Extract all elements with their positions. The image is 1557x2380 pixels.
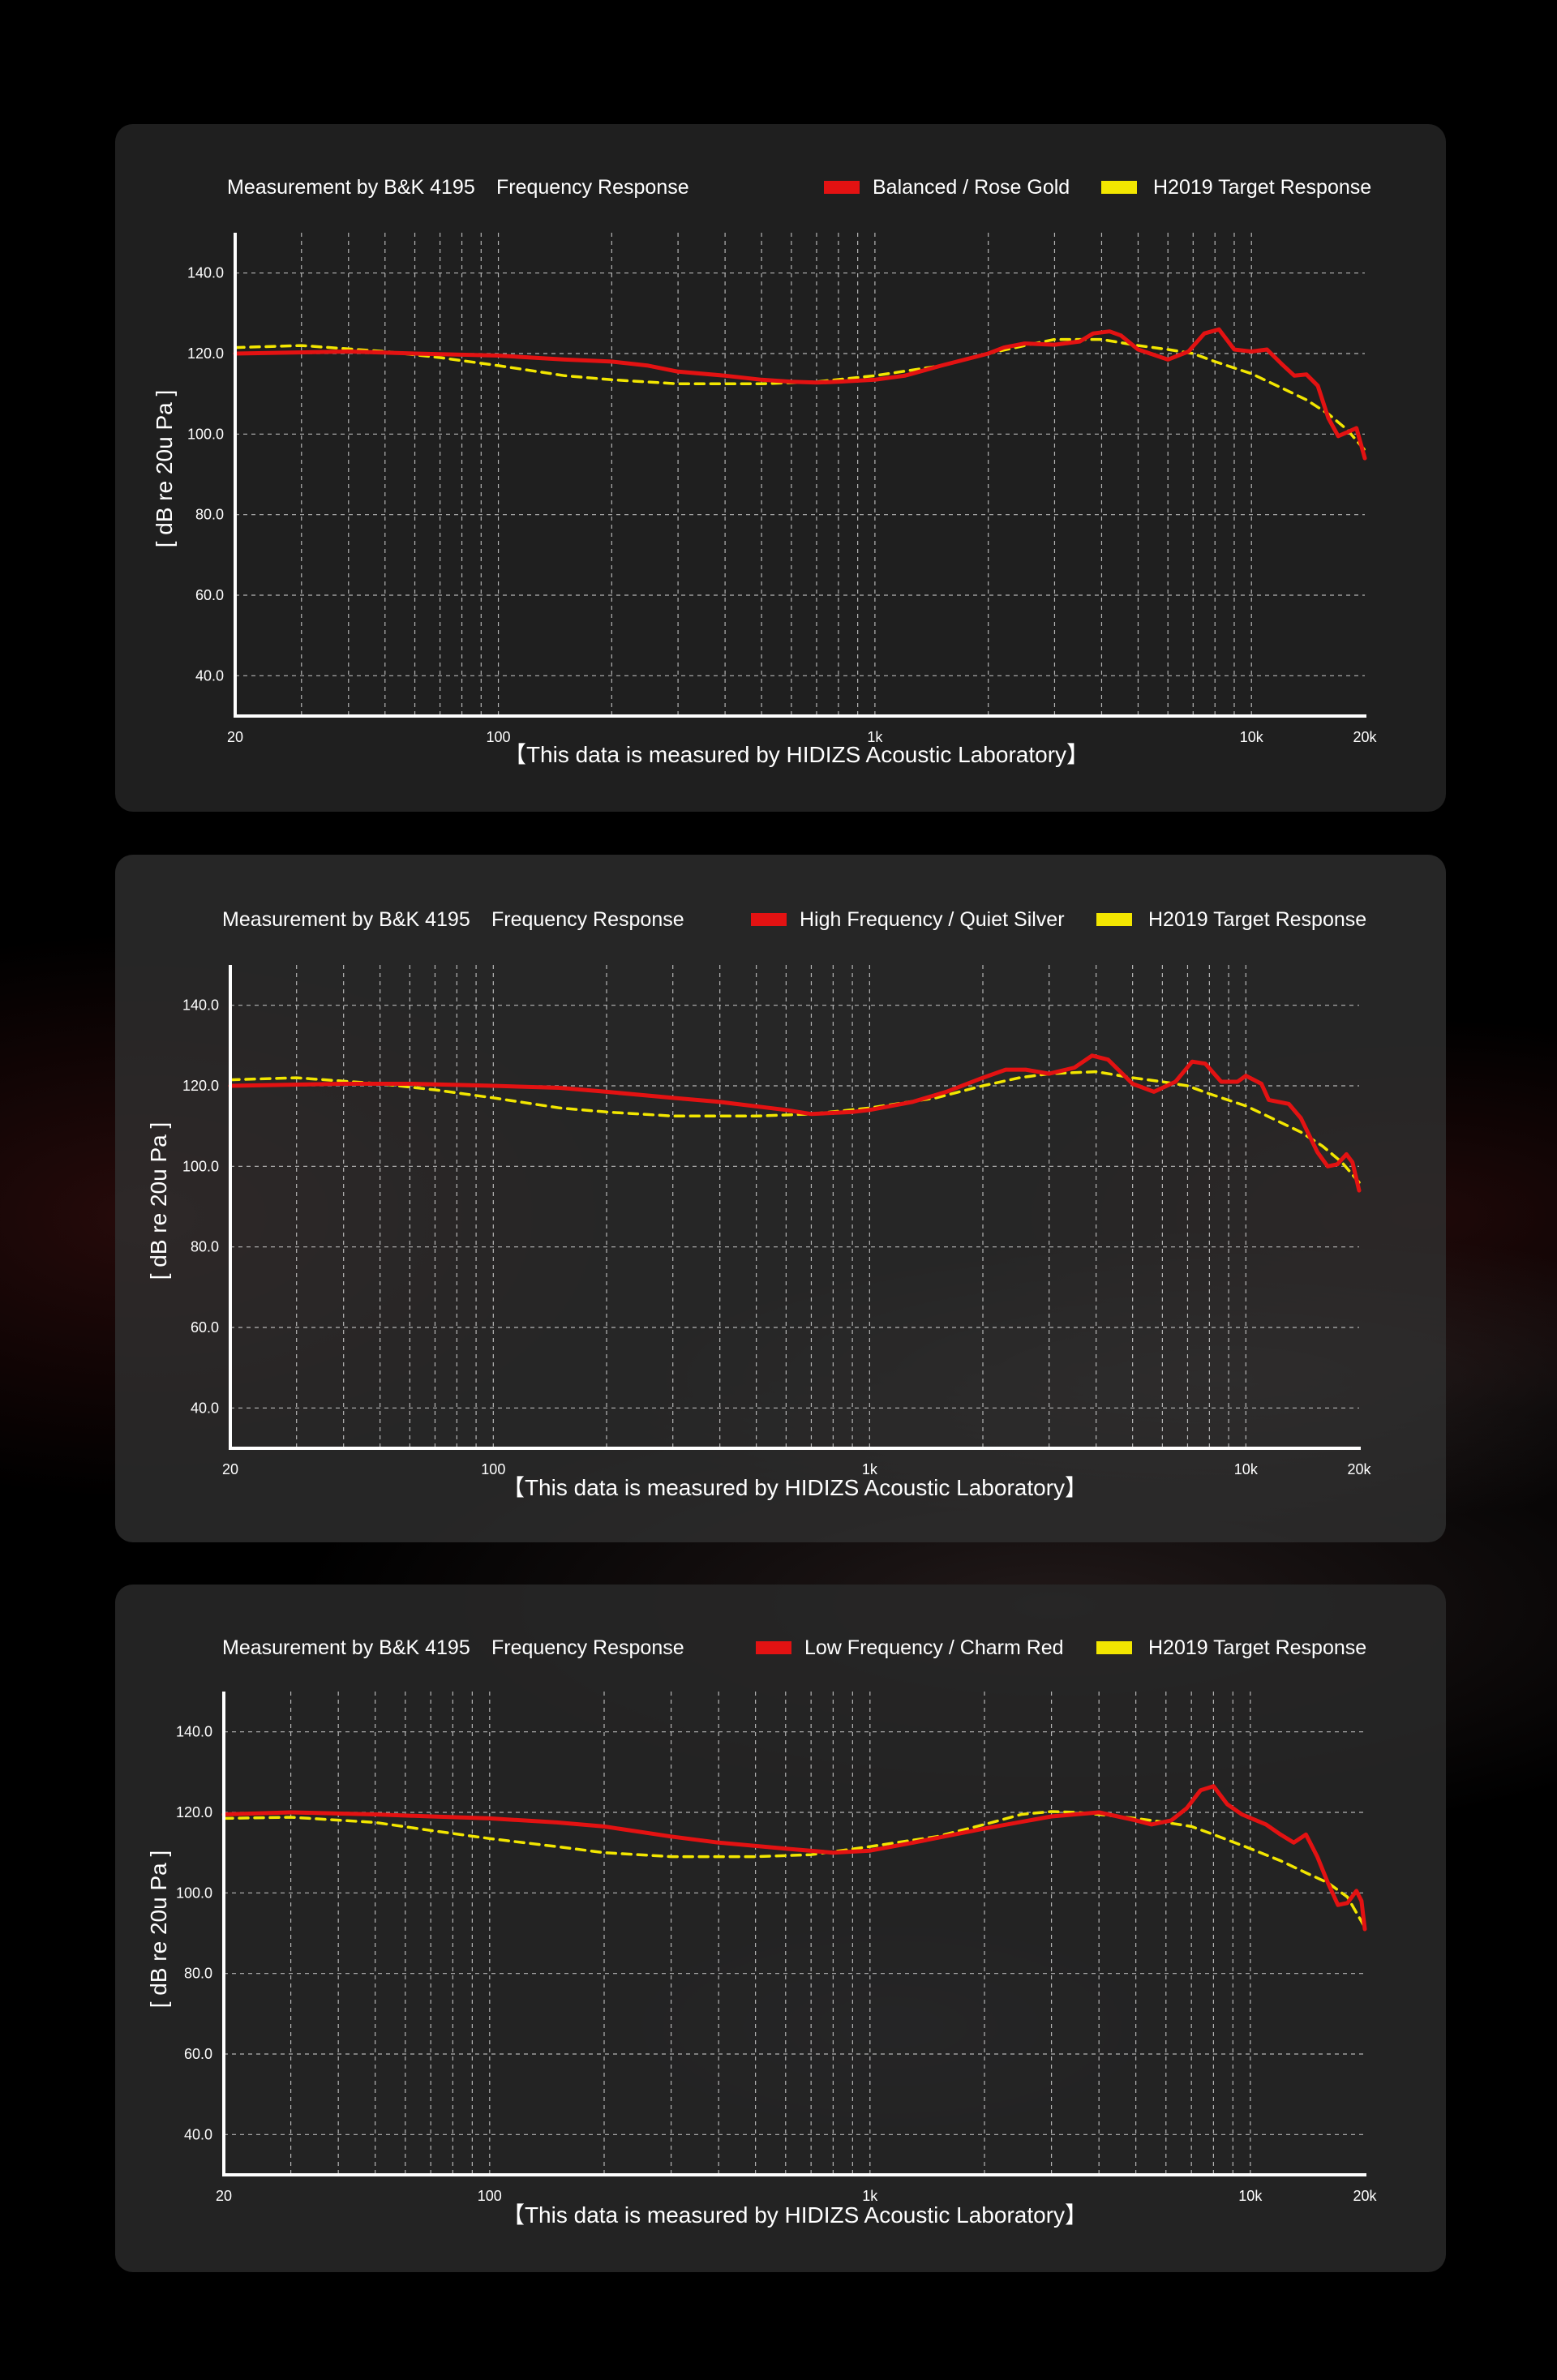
y-tick-label: 100.0	[187, 426, 224, 442]
y-tick-label: 40.0	[184, 2126, 212, 2142]
tick-labels: 40.0 60.0 80.0 100.0 120.0 140.0 20 100 1k 10k 20k	[176, 1724, 1378, 2204]
y-axis-label: [ dB re 20u Pa ]	[146, 1122, 171, 1280]
y-tick-label: 120.0	[176, 1804, 212, 1820]
y-axis-label: [ dB re 20u Pa ]	[146, 1850, 171, 2009]
x-tick-label: 20k	[1347, 1461, 1371, 1477]
x-tick-label: 20k	[1353, 729, 1377, 745]
x-tick-label: 100	[478, 2188, 502, 2204]
legend-swatch-target	[1096, 913, 1132, 926]
footer-note: 【This data is measured by HIDIZS Acousti…	[504, 742, 1089, 767]
footer-note: 【This data is measured by HIDIZS Acousti…	[502, 1475, 1087, 1500]
y-axis-label: [ dB re 20u Pa ]	[152, 390, 177, 548]
y-tick-label: 140.0	[182, 997, 219, 1014]
target-response-line	[234, 337, 1366, 452]
chart-card: 40.0 60.0 80.0 100.0 120.0 140.0 20 100 1k 10k 20k…	[115, 124, 1446, 812]
frequency-response-chart: 40.0 60.0 80.0 100.0 120.0 140.0 20 100 1k 10k 20k…	[146, 908, 1372, 1500]
legend-swatch-measured	[751, 913, 787, 926]
tick-labels: 40.0 60.0 80.0 100.0 120.0 140.0 20 100 1k 10k 20k	[187, 265, 1378, 745]
x-tick-label: 10k	[1234, 1461, 1259, 1477]
x-tick-label: 1k	[862, 2188, 878, 2204]
x-tick-label: 100	[487, 729, 511, 745]
x-tick-label: 20	[216, 2188, 232, 2204]
series-lines	[221, 1784, 1367, 1932]
measured-response-line	[221, 1784, 1367, 1932]
chart-subtitle: Frequency Response	[496, 176, 689, 199]
x-tick-label: 100	[481, 1461, 505, 1477]
x-tick-label: 20	[227, 729, 243, 745]
legend-swatch-measured	[756, 1641, 791, 1654]
legend-swatch-target	[1101, 181, 1137, 194]
chart-card: 40.0 60.0 80.0 100.0 120.0 140.0 20 100 1k 10k 20k…	[115, 855, 1446, 1542]
grid	[235, 233, 1365, 716]
y-tick-label: 120.0	[187, 345, 224, 362]
y-tick-label: 120.0	[182, 1078, 219, 1094]
chart-subtitle: Frequency Response	[491, 908, 684, 931]
y-tick-label: 100.0	[176, 1885, 212, 1901]
y-tick-label: 60.0	[191, 1319, 219, 1336]
y-tick-label: 140.0	[176, 1724, 212, 1740]
y-tick-label: 80.0	[195, 507, 224, 523]
series-lines	[228, 1053, 1362, 1193]
x-tick-label: 20	[222, 1461, 238, 1477]
chart-subtitle: Frequency Response	[491, 1636, 684, 1659]
chart-card: 40.0 60.0 80.0 100.0 120.0 140.0 20 100 1k 10k 20k…	[115, 1585, 1446, 2272]
y-tick-label: 80.0	[184, 1966, 212, 1982]
y-tick-label: 140.0	[187, 265, 224, 281]
y-tick-label: 60.0	[195, 587, 224, 603]
frequency-response-chart: 40.0 60.0 80.0 100.0 120.0 140.0 20 100 1k 10k 20k…	[152, 176, 1378, 767]
measured-response-line	[228, 1053, 1362, 1193]
y-tick-label: 40.0	[191, 1400, 219, 1416]
legend-swatch-measured	[824, 181, 860, 194]
x-tick-label: 1k	[862, 1461, 878, 1477]
legend-label-target: H2019 Target Response	[1153, 176, 1371, 199]
legend-label-measured: High Frequency / Quiet Silver	[800, 908, 1065, 931]
legend-label-target: H2019 Target Response	[1148, 908, 1366, 931]
grid	[230, 965, 1359, 1448]
y-tick-label: 40.0	[195, 667, 224, 684]
grid	[224, 1692, 1365, 2175]
tick-labels: 40.0 60.0 80.0 100.0 120.0 140.0 20 100 1k 10k 20k	[182, 997, 1372, 1477]
legend-label-measured: Low Frequency / Charm Red	[804, 1636, 1064, 1659]
target-response-line	[229, 1070, 1361, 1184]
x-tick-label: 10k	[1238, 2188, 1263, 2204]
chart-title: Measurement by B&K 4195	[227, 176, 475, 199]
footer-note: 【This data is measured by HIDIZS Acousti…	[502, 2202, 1087, 2228]
x-tick-label: 1k	[867, 729, 883, 745]
legend-label-target: H2019 Target Response	[1148, 1636, 1366, 1659]
series-lines	[233, 327, 1367, 461]
y-tick-label: 80.0	[191, 1239, 219, 1255]
chart-title: Measurement by B&K 4195	[222, 1636, 470, 1659]
legend-swatch-target	[1096, 1641, 1132, 1654]
frequency-response-chart: 40.0 60.0 80.0 100.0 120.0 140.0 20 100 1k 10k 20k…	[146, 1636, 1378, 2228]
y-tick-label: 60.0	[184, 2046, 212, 2062]
x-tick-label: 20k	[1353, 2188, 1377, 2204]
measured-response-line	[233, 327, 1367, 461]
legend-label-measured: Balanced / Rose Gold	[873, 176, 1070, 199]
x-tick-label: 10k	[1240, 729, 1264, 745]
y-tick-label: 100.0	[182, 1158, 219, 1174]
chart-title: Measurement by B&K 4195	[222, 908, 470, 931]
target-response-line	[222, 1810, 1366, 1929]
